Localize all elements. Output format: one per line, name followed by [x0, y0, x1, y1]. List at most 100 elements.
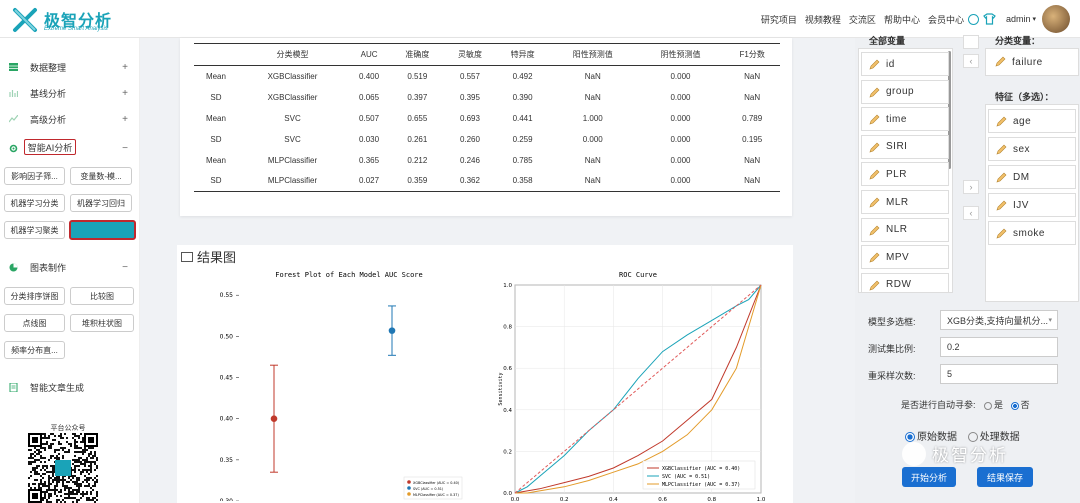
btn-factor-screening[interactable]: 影响因子筛... [4, 167, 65, 185]
qr-module [48, 447, 50, 449]
variable-list[interactable]: id group time SIRI PLR MLR NLR MPV RDW [858, 48, 953, 293]
processed-data-radio[interactable] [967, 432, 978, 443]
btn-dot-line-chart[interactable]: 点线图 [4, 314, 65, 332]
qr-module [86, 461, 88, 463]
qr-module [84, 465, 86, 467]
auto-tune-yes-label[interactable]: 是 [994, 400, 1004, 410]
qr-module [74, 489, 76, 491]
sidebar-section-advanced[interactable]: 高级分析 + [0, 109, 140, 129]
table-cell: 0.195 [742, 134, 763, 144]
qr-module [44, 495, 46, 497]
collapse-toggle[interactable]: − [122, 261, 128, 273]
qr-module [90, 467, 92, 469]
qr-module [62, 481, 64, 483]
nav-member-center[interactable]: 会员中心 [927, 14, 964, 25]
model-select-label: 模型多选框: [868, 317, 916, 327]
qr-module [84, 479, 86, 481]
start-analysis-button[interactable]: 开始分析 [902, 467, 956, 487]
expand-toggle[interactable]: + [122, 87, 128, 99]
sidebar-section-article[interactable]: 智能文章生成 [0, 377, 140, 397]
sidebar-section-charts[interactable]: 图表制作 − [0, 257, 140, 277]
avatar[interactable] [1042, 5, 1070, 33]
nav-research-projects[interactable]: 研究项目 [760, 14, 797, 25]
processed-data-label[interactable]: 处理数据 [979, 432, 1020, 443]
btn-stacked-bar[interactable]: 堆积柱状图 [70, 314, 134, 332]
auto-tune-no-radio[interactable] [1010, 401, 1019, 410]
table-cell: NaN [744, 92, 761, 102]
qr-module [50, 457, 52, 459]
qr-module [92, 479, 94, 481]
btn-active-ai-tool[interactable] [69, 220, 136, 240]
nav-help-center[interactable]: 帮助中心 [883, 14, 920, 25]
features-label: 特征（多选）： [995, 92, 1054, 102]
sidebar-section-data-cleaning[interactable]: 数据整理 + [0, 57, 140, 77]
settings-icon[interactable] [967, 13, 979, 25]
qr-module [64, 433, 66, 435]
qr-module [60, 501, 62, 503]
feature-item[interactable]: DM [988, 165, 1076, 189]
variable-item[interactable]: group [861, 79, 949, 104]
variable-item[interactable]: PLR [861, 162, 949, 187]
btn-ml-classification[interactable]: 机器学习分类 [4, 194, 65, 212]
feature-item[interactable]: age [988, 109, 1076, 133]
expand-toggle[interactable]: + [122, 113, 128, 125]
feature-item[interactable]: sex [988, 137, 1076, 161]
variable-item[interactable]: MLR [861, 190, 949, 214]
btn-comparison-chart[interactable]: 比较图 [70, 287, 134, 305]
btn-variable-model[interactable]: 变量数-模... [70, 167, 132, 185]
test-ratio-input[interactable]: 0.2 [940, 337, 1058, 357]
move-left-button[interactable]: ‹ [963, 206, 979, 220]
caret-down-icon[interactable]: ▾ [1032, 16, 1036, 23]
qr-module [58, 477, 60, 479]
qr-module [40, 487, 42, 489]
variable-item[interactable]: time [861, 107, 949, 132]
variable-item[interactable]: RDW [861, 272, 949, 292]
qr-module [82, 441, 84, 443]
qr-module [78, 437, 80, 439]
target-variable-box[interactable]: failure [985, 48, 1079, 76]
nav-video-tutorials[interactable]: 视频教程 [804, 14, 841, 25]
variable-list-scrollbar[interactable] [948, 51, 951, 169]
move-left-target-button[interactable]: ‹ [963, 54, 979, 68]
feature-item[interactable]: IJV [988, 193, 1076, 217]
shirt-icon[interactable] [983, 13, 996, 25]
save-results-button[interactable]: 结果保存 [977, 467, 1033, 487]
pencil-icon [869, 197, 880, 208]
qr-module [38, 465, 40, 467]
raw-data-label[interactable]: 原始数据 [917, 432, 957, 443]
features-list[interactable]: age sex DM IJV smoke [985, 104, 1079, 302]
qr-module [78, 499, 80, 501]
variable-item[interactable]: id [861, 52, 949, 76]
nav-community[interactable]: 交流区 [848, 14, 876, 25]
qr-module [76, 465, 78, 467]
btn-ml-regression[interactable]: 机器学习回归 [70, 194, 132, 212]
section-label-ai[interactable]: 智能AI分析 [24, 139, 76, 155]
user-name[interactable]: admin [1005, 14, 1031, 24]
qr-module [74, 481, 76, 483]
auto-tune-yes-radio[interactable] [984, 401, 993, 410]
btn-sorted-pie[interactable]: 分类排序饼图 [4, 287, 65, 305]
qr-module [60, 479, 62, 481]
variable-item[interactable]: NLR [861, 217, 949, 242]
variable-item[interactable]: SIRI [861, 134, 949, 159]
btn-frequency-histogram[interactable]: 频率分布直... [4, 341, 65, 359]
resample-count-input[interactable]: 5 [940, 364, 1058, 384]
expand-toggle[interactable]: + [122, 61, 128, 73]
qr-finder [32, 493, 38, 499]
qr-module [80, 463, 82, 465]
feature-item[interactable]: smoke [988, 221, 1076, 245]
sidebar-section-ai[interactable]: − [0, 138, 140, 158]
variable-item[interactable]: MPV [861, 245, 949, 270]
sidebar-section-baseline[interactable]: 基线分析 + [0, 83, 140, 103]
move-up-button[interactable] [963, 35, 979, 49]
model-select[interactable]: XGB分类,支持向量机分... ▾ [940, 310, 1058, 330]
qr-module [74, 445, 76, 447]
collapse-toggle[interactable]: − [122, 142, 128, 154]
auto-tune-no-label[interactable]: 否 [1020, 400, 1030, 410]
move-right-button[interactable]: › [963, 180, 979, 194]
qr-module [92, 497, 94, 499]
target-variable-item[interactable]: failure [988, 50, 1076, 74]
variable-name: MLR [886, 196, 909, 208]
btn-ml-clustering[interactable]: 机器学习聚类 [4, 221, 65, 239]
brand-logo[interactable]: 极智分析 Extreme Smart Analysis [8, 3, 138, 35]
